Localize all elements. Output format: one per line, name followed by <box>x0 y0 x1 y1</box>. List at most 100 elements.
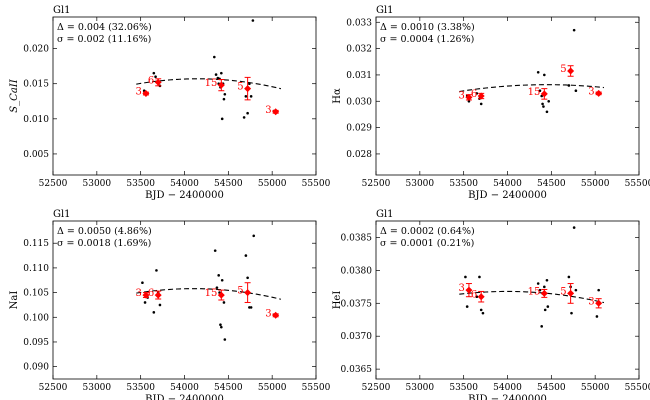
x-tick-label: 55500 <box>302 179 331 189</box>
data-point <box>597 288 600 292</box>
x-tick-label: 53500 <box>449 383 478 393</box>
bin-count-label: 3 <box>265 105 271 116</box>
data-point <box>249 306 253 309</box>
fit-curve <box>136 78 282 90</box>
x-tick-label: 52500 <box>39 383 68 393</box>
binned-point <box>567 289 575 297</box>
fit-curve <box>136 288 282 300</box>
panel-title: Gl1 <box>53 209 71 220</box>
panel-title: Gl1 <box>53 5 71 16</box>
y-tick-label: 0.115 <box>23 239 49 249</box>
y-tick-label: 0.100 <box>23 313 49 323</box>
y-tick-label: 0.0375 <box>341 299 373 309</box>
binned-point <box>595 89 603 97</box>
panel-title: Gl1 <box>376 209 394 220</box>
binned-point <box>154 291 162 299</box>
data-point <box>543 308 547 312</box>
data-point <box>214 73 218 76</box>
y-tick-label: 0.033 <box>346 18 372 28</box>
y-tick-label: 0.0380 <box>341 266 373 276</box>
data-point <box>567 84 571 87</box>
y-tick-label: 0.030 <box>346 97 372 107</box>
data-point <box>242 116 246 119</box>
bin-count-label: 5 <box>237 82 243 93</box>
y-tick-label: 0.090 <box>23 363 49 373</box>
binned-point <box>244 289 252 297</box>
chart-panel-4: 52500 53000 53500 54000 54500 55000 55500 0.036… <box>332 209 650 400</box>
bin-count-label: 6 <box>471 89 477 100</box>
bin-count-label: 15 <box>205 288 218 299</box>
x-tick-label: 54500 <box>214 179 243 189</box>
data-point <box>155 269 158 272</box>
bin-count-label: 3 <box>459 90 465 101</box>
data-point <box>475 92 479 95</box>
data-point <box>475 295 479 299</box>
x-tick-label: 54500 <box>214 383 243 393</box>
bin-count-label: 6 <box>471 290 477 301</box>
data-point <box>570 311 573 315</box>
x-tick-label: 53000 <box>83 383 112 393</box>
binned-point <box>142 90 150 98</box>
x-tick-label: 53000 <box>406 383 435 393</box>
data-point <box>547 99 551 103</box>
data-point <box>572 226 576 229</box>
data-point <box>567 275 571 279</box>
x-tick-label: 55500 <box>625 179 650 189</box>
data-point <box>158 303 162 307</box>
bin-count-label: 3 <box>459 283 465 294</box>
data-point <box>213 55 216 59</box>
fit-curve <box>459 84 604 93</box>
data-point <box>154 75 157 78</box>
fit-curve <box>459 290 605 304</box>
data-point <box>152 71 156 75</box>
data-point <box>536 282 540 285</box>
x-axis-label: BJD − 2400000 <box>468 394 547 400</box>
data-point <box>478 275 481 279</box>
data-point <box>248 82 251 86</box>
data-point <box>143 301 147 304</box>
x-tick-label: 55500 <box>302 383 331 393</box>
data-point <box>152 311 156 314</box>
data-point <box>543 73 546 77</box>
data-point <box>252 234 256 238</box>
y-tick-label: 0.110 <box>23 264 49 274</box>
binned-point <box>540 289 548 297</box>
bin-count-label: 3 <box>265 308 271 319</box>
bin-count-label: 3 <box>136 288 142 299</box>
binned-point <box>217 291 225 299</box>
y-axis-label: HeI <box>332 291 343 310</box>
data-point <box>574 89 578 93</box>
y-tick-label: 0.010 <box>23 115 49 125</box>
binned-point <box>540 90 548 98</box>
x-tick-label: 55000 <box>581 383 610 393</box>
bin-count-label: 6 <box>148 288 154 299</box>
y-axis-label: NaI <box>9 291 20 310</box>
sigma-annotation: σ = 0.0001 (0.21%) <box>380 238 474 249</box>
y-tick-label: 0.0370 <box>341 332 373 342</box>
data-point <box>541 102 544 106</box>
binned-point <box>465 286 473 294</box>
delta-annotation: Δ = 0.004 (32.06%) <box>57 22 152 33</box>
data-point <box>141 281 144 285</box>
y-tick-label: 0.0385 <box>341 233 373 243</box>
data-point <box>251 19 255 22</box>
binned-point <box>595 299 603 307</box>
data-point <box>213 249 217 252</box>
chart-panel-3: 52500 53000 53500 54000 54500 55000 55500 0.090… <box>9 209 331 400</box>
data-point <box>246 276 249 280</box>
data-point <box>222 97 226 101</box>
y-tick-label: 0.015 <box>23 80 49 90</box>
x-tick-label: 55000 <box>258 179 287 189</box>
x-axis-label: BJD − 2400000 <box>145 190 224 201</box>
data-point <box>572 28 576 32</box>
x-tick-label: 54500 <box>537 383 566 393</box>
binned-point <box>244 85 252 93</box>
binned-point <box>272 311 280 319</box>
x-tick-label: 55500 <box>625 383 650 393</box>
data-point <box>223 92 227 96</box>
x-tick-label: 52500 <box>39 179 68 189</box>
sigma-annotation: σ = 0.0018 (1.69%) <box>57 238 151 249</box>
data-point <box>542 105 545 108</box>
x-tick-label: 52500 <box>362 179 391 189</box>
